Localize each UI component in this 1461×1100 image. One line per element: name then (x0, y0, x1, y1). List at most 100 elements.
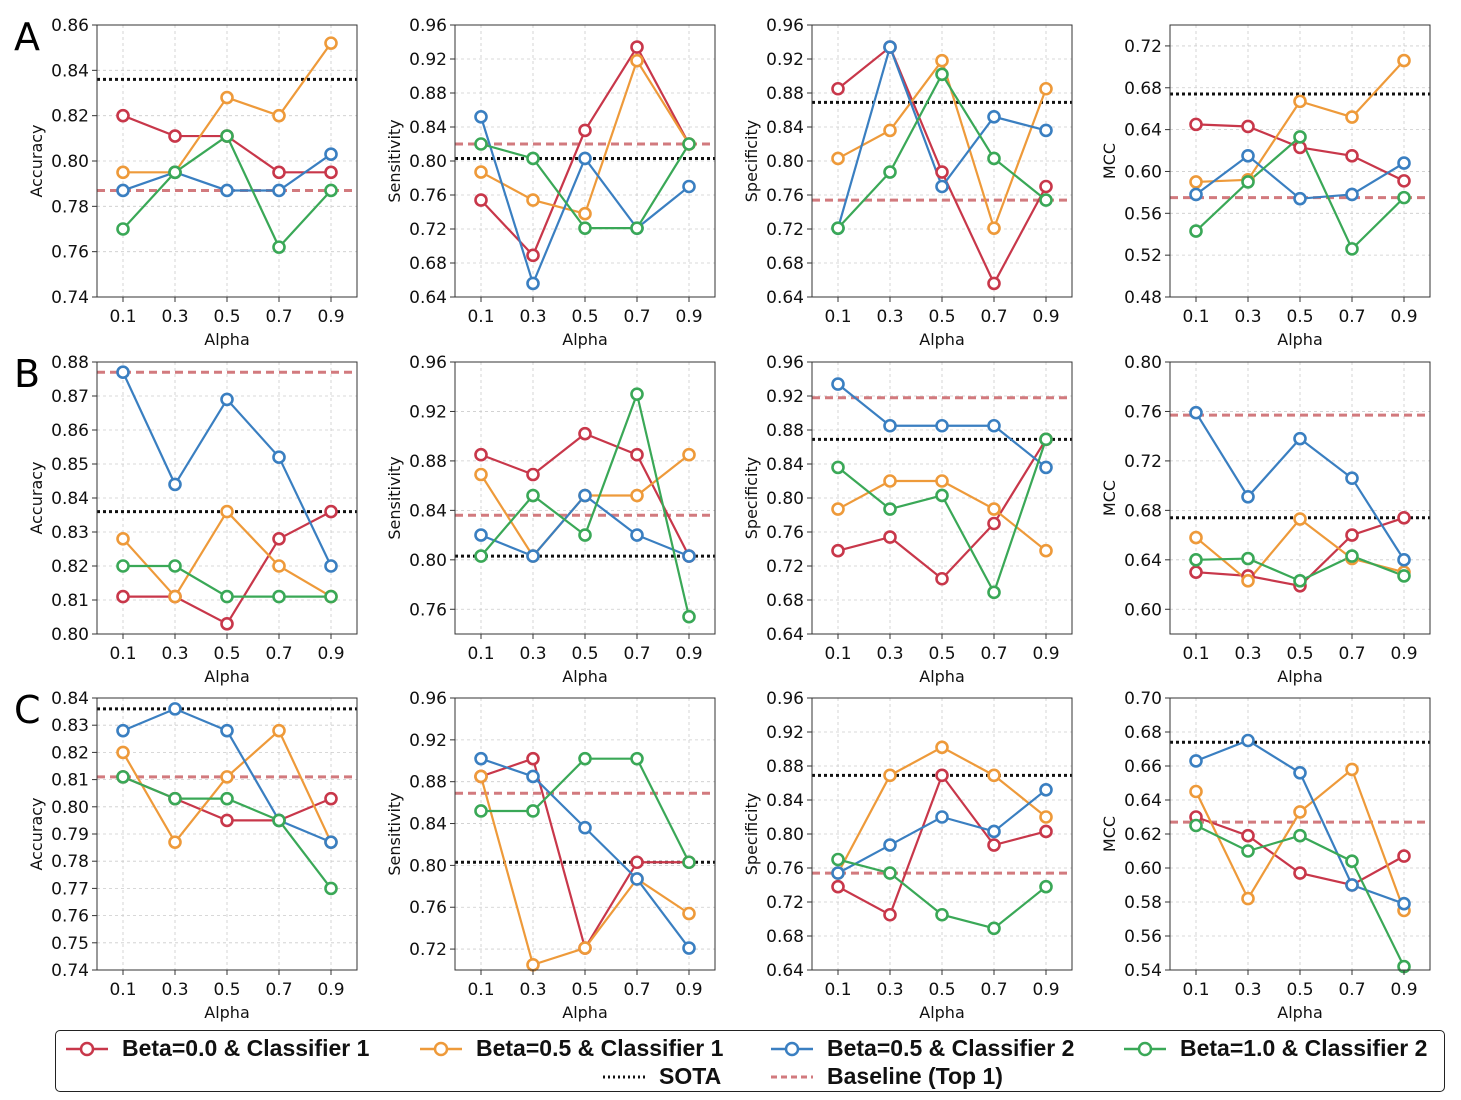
data-point-beta05-c2 (474, 751, 488, 766)
data-point-beta10-c2 (831, 221, 845, 235)
x-tick-label: 0.5 (213, 980, 240, 1000)
x-tick-label: 0.1 (1182, 980, 1209, 1000)
legend-marker-beta05-c1 (420, 1041, 462, 1056)
data-point-beta10-c2 (578, 751, 592, 766)
legend-item-beta05-c1: Beta=0.5 & Classifier 1 (418, 1035, 723, 1062)
y-tick-label: 0.88 (766, 421, 804, 441)
data-point-beta05-c1 (1039, 543, 1053, 558)
y-tick-label: 0.76 (766, 186, 804, 206)
y-tick-label: 0.96 (766, 16, 804, 36)
data-point-beta05-c2 (324, 559, 338, 573)
y-tick-label: 0.82 (51, 743, 89, 763)
data-point-beta00-c1 (1189, 117, 1203, 132)
data-point-beta10-c2 (220, 791, 234, 806)
legend-marker-baseline (771, 1075, 813, 1078)
data-point-beta10-c2 (324, 881, 338, 896)
data-point-beta10-c2 (1241, 844, 1255, 858)
series-line-beta00-c1 (480, 757, 689, 951)
y-tick-label: 0.84 (51, 489, 89, 509)
data-point-beta05-c2 (578, 488, 592, 503)
data-point-beta05-c1 (578, 941, 592, 955)
data-point-beta05-c2 (682, 179, 696, 194)
data-point-beta05-c2 (1241, 148, 1255, 163)
data-point-beta05-c2 (630, 528, 644, 542)
y-tick-label: 0.48 (1124, 288, 1162, 308)
y-axis-label: MCC (1100, 480, 1119, 516)
panel-c-sensitivity: 0.72 0.76 0.80 0.84 0.88 0.92 0.96 0.1 0.3 0.5 0.7… (385, 689, 716, 1022)
y-tick-label: 0.80 (51, 625, 89, 645)
y-tick-label: 0.72 (766, 557, 804, 577)
y-tick-label: 0.66 (1124, 757, 1162, 777)
data-point-beta05-c2 (883, 40, 897, 54)
data-point-beta05-c1 (220, 90, 234, 105)
data-point-beta00-c1 (526, 467, 540, 482)
y-tick-label: 0.92 (766, 723, 804, 743)
data-point-beta00-c1 (1345, 528, 1359, 542)
x-tick-label: 0.7 (980, 644, 1007, 664)
data-point-beta00-c1 (1397, 849, 1411, 863)
data-point-beta05-c1 (1039, 810, 1053, 824)
y-tick-label: 0.88 (409, 84, 447, 104)
data-point-beta00-c1 (474, 447, 488, 462)
data-point-beta10-c2 (987, 921, 1001, 936)
data-point-beta05-c2 (987, 418, 1001, 433)
data-point-beta05-c2 (1397, 156, 1411, 170)
y-tick-label: 0.64 (1124, 791, 1162, 811)
y-tick-label: 0.75 (51, 934, 89, 954)
y-tick-label: 0.56 (1124, 204, 1162, 224)
axes-frame (1169, 361, 1431, 635)
data-point-beta05-c1 (578, 206, 592, 221)
x-axis-label: Alpha (919, 667, 965, 686)
y-tick-label: 0.76 (1124, 402, 1162, 422)
y-tick-label: 0.64 (766, 625, 804, 645)
y-tick-label: 0.82 (51, 107, 89, 127)
x-tick-label: 0.5 (928, 307, 955, 327)
y-tick-label: 0.80 (51, 152, 89, 172)
x-tick-label: 0.3 (161, 980, 188, 1000)
x-tick-label: 0.9 (317, 980, 344, 1000)
data-point-beta00-c1 (324, 791, 338, 806)
y-axis-label: MCC (1100, 816, 1119, 852)
x-tick-label: 0.1 (824, 644, 851, 664)
data-point-beta00-c1 (883, 907, 897, 922)
x-tick-label: 0.1 (109, 644, 136, 664)
data-point-beta05-c1 (116, 531, 130, 546)
data-point-beta05-c1 (1293, 94, 1307, 109)
x-tick-label: 0.5 (571, 307, 598, 327)
data-point-beta05-c2 (116, 365, 130, 380)
y-tick-label: 0.96 (766, 353, 804, 373)
x-tick-label: 0.9 (675, 307, 702, 327)
data-point-beta10-c2 (1345, 854, 1359, 869)
data-point-beta10-c2 (220, 129, 234, 143)
x-tick-label: 0.1 (109, 307, 136, 327)
data-point-beta05-c2 (682, 941, 696, 955)
data-point-beta05-c1 (987, 221, 1001, 235)
data-point-beta10-c2 (831, 460, 845, 475)
data-point-beta05-c2 (1039, 123, 1053, 138)
y-tick-label: 0.86 (51, 16, 89, 36)
x-tick-label: 0.9 (317, 307, 344, 327)
data-point-beta05-c2 (168, 702, 182, 716)
data-point-beta10-c2 (474, 137, 488, 151)
x-tick-label: 0.7 (623, 307, 650, 327)
y-tick-label: 0.64 (409, 288, 447, 308)
legend-item-baseline: Baseline (Top 1) (769, 1063, 1003, 1090)
y-tick-label: 0.80 (51, 798, 89, 818)
data-point-beta05-c2 (474, 110, 488, 124)
data-point-beta05-c1 (324, 36, 338, 50)
axes-frame (1169, 24, 1431, 298)
x-axis-label: Alpha (562, 330, 608, 349)
y-tick-label: 0.96 (409, 353, 447, 373)
data-point-beta10-c2 (116, 559, 130, 573)
data-point-beta10-c2 (1039, 879, 1053, 894)
data-point-beta10-c2 (1293, 130, 1307, 144)
data-point-beta05-c2 (272, 183, 286, 198)
y-tick-label: 0.60 (1124, 162, 1162, 182)
data-point-beta00-c1 (1241, 119, 1255, 134)
data-point-beta05-c2 (1241, 733, 1255, 748)
y-axis-label: Sensitivity (385, 456, 404, 539)
data-point-beta05-c1 (682, 906, 696, 921)
data-point-beta00-c1 (1189, 565, 1203, 579)
data-point-beta05-c1 (1293, 512, 1307, 526)
data-point-beta05-c2 (324, 147, 338, 161)
